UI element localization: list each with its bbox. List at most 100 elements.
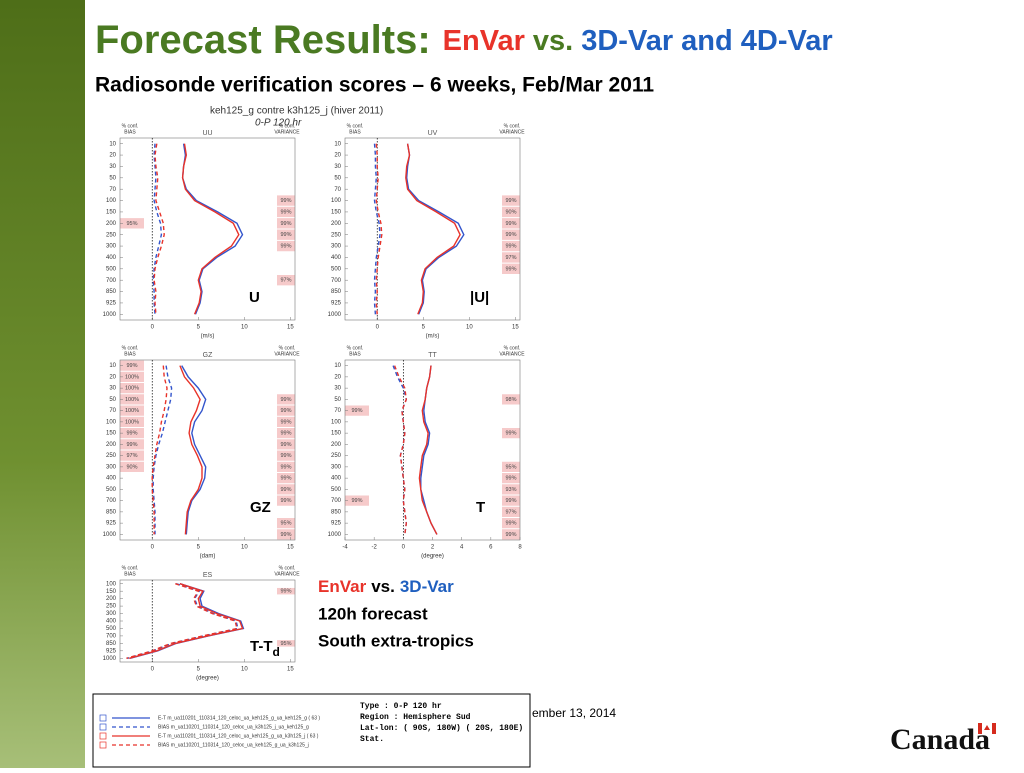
x-tick-label: 6	[489, 545, 493, 551]
conf-box	[502, 484, 520, 495]
conf-label: 99%	[280, 589, 291, 595]
conf-box	[502, 218, 520, 229]
conf-box	[277, 450, 295, 461]
x-label: (m/s)	[201, 334, 215, 340]
profile-line	[181, 143, 244, 315]
conf-box	[277, 473, 295, 484]
header: % conf.	[122, 565, 139, 571]
conf-label: 100%	[125, 419, 139, 425]
conf-box	[277, 587, 295, 595]
conf-box	[277, 416, 295, 427]
conf-label: 93%	[505, 487, 516, 493]
level-label: 1000	[103, 656, 117, 662]
profile-line	[405, 143, 461, 315]
conf-box	[502, 495, 520, 506]
x-tick-label: 0	[376, 325, 380, 331]
conf-box	[277, 275, 295, 286]
conf-label: 99%	[280, 487, 291, 493]
x-tick-label: -2	[371, 545, 377, 551]
plot-frame	[119, 137, 296, 321]
x-tick-label: 15	[287, 325, 294, 331]
level-label: 10	[334, 141, 341, 147]
conf-label: 99%	[280, 209, 291, 215]
level-label: 400	[331, 476, 342, 482]
legend-label: E-T m_ua110201_110314_120_celoc_ua_keh12…	[158, 715, 320, 721]
note: South extra-tropics	[318, 631, 474, 650]
title-vs: vs.	[533, 25, 573, 57]
title-envar: EnVar	[443, 25, 525, 57]
legend-symbol	[99, 723, 107, 731]
conf-box	[502, 206, 520, 218]
header: VARIANCE	[274, 129, 300, 135]
title: Forecast Results: EnVar vs. 3D-Var and 4D-V…	[95, 18, 833, 62]
title-main: Forecast Results:	[95, 18, 431, 62]
conf-box	[277, 518, 295, 529]
level-label: 500	[106, 626, 117, 632]
level-label: 150	[106, 589, 117, 595]
conf-label: 99%	[505, 198, 516, 204]
level-label: 200	[106, 596, 117, 602]
conf-label: 99%	[126, 363, 137, 369]
header: VARIANCE	[499, 351, 525, 357]
legend-symbol	[99, 732, 107, 740]
title-var: 3D-Var and 4D-Var	[581, 25, 832, 57]
panel-title: ES	[203, 572, 213, 579]
level-label: 925	[106, 648, 117, 654]
plot-frame	[344, 359, 521, 541]
conf-box	[502, 506, 520, 517]
conf-box	[277, 484, 295, 495]
conf-box	[120, 394, 144, 405]
legend-label: E-T m_ua110201_110314_120_celoc_ua_keh12…	[158, 733, 319, 739]
conf-box	[502, 473, 520, 484]
conf-label: 99%	[505, 521, 516, 527]
conf-box	[120, 371, 144, 382]
profile-line	[420, 365, 438, 535]
conf-box	[120, 383, 144, 394]
profile-line	[152, 365, 173, 535]
conf-box	[277, 529, 295, 540]
conf-box	[277, 206, 295, 218]
profile-line	[127, 583, 239, 659]
side-bar	[0, 0, 85, 768]
panel-title: GZ	[203, 352, 213, 359]
logo-leaf	[984, 725, 990, 730]
level-label: 925	[331, 301, 342, 307]
x-tick-label: 10	[241, 667, 248, 673]
header: % conf.	[279, 565, 296, 571]
profile-line	[373, 143, 381, 315]
level-label: 30	[109, 164, 116, 170]
panel-label: |U|	[470, 289, 489, 306]
profile-line	[126, 583, 238, 659]
level-label: 850	[331, 289, 342, 295]
info: Region : Hemisphere Sud	[360, 713, 471, 722]
level-label: 700	[106, 278, 117, 284]
x-tick-label: 5	[197, 325, 201, 331]
level-label: 1000	[103, 532, 117, 538]
conf-box	[502, 195, 520, 206]
profile-line	[393, 365, 408, 535]
conf-box	[277, 218, 295, 229]
conf-box	[277, 195, 295, 206]
conf-label: 95%	[126, 221, 137, 227]
header: BIAS	[349, 129, 361, 135]
level-label: 500	[331, 266, 342, 272]
level-label: 250	[106, 604, 117, 610]
level-label: 150	[331, 431, 342, 437]
conf-box	[277, 428, 295, 439]
conf-label: 98%	[505, 397, 516, 403]
level-label: 10	[109, 141, 116, 147]
level-label: 20	[334, 374, 341, 380]
x-tick-label: 0	[151, 667, 155, 673]
level-label: 30	[109, 386, 116, 392]
conf-label: 99%	[505, 232, 516, 238]
conf-label: 97%	[505, 255, 516, 261]
conf-label: 99%	[505, 244, 516, 250]
conf-box	[120, 450, 144, 461]
conf-label: 100%	[125, 397, 139, 403]
conf-label: 99%	[126, 431, 137, 437]
profile-line	[375, 143, 383, 315]
level-label: 200	[106, 221, 117, 227]
conf-label: 99%	[280, 431, 291, 437]
level-label: 850	[106, 289, 117, 295]
